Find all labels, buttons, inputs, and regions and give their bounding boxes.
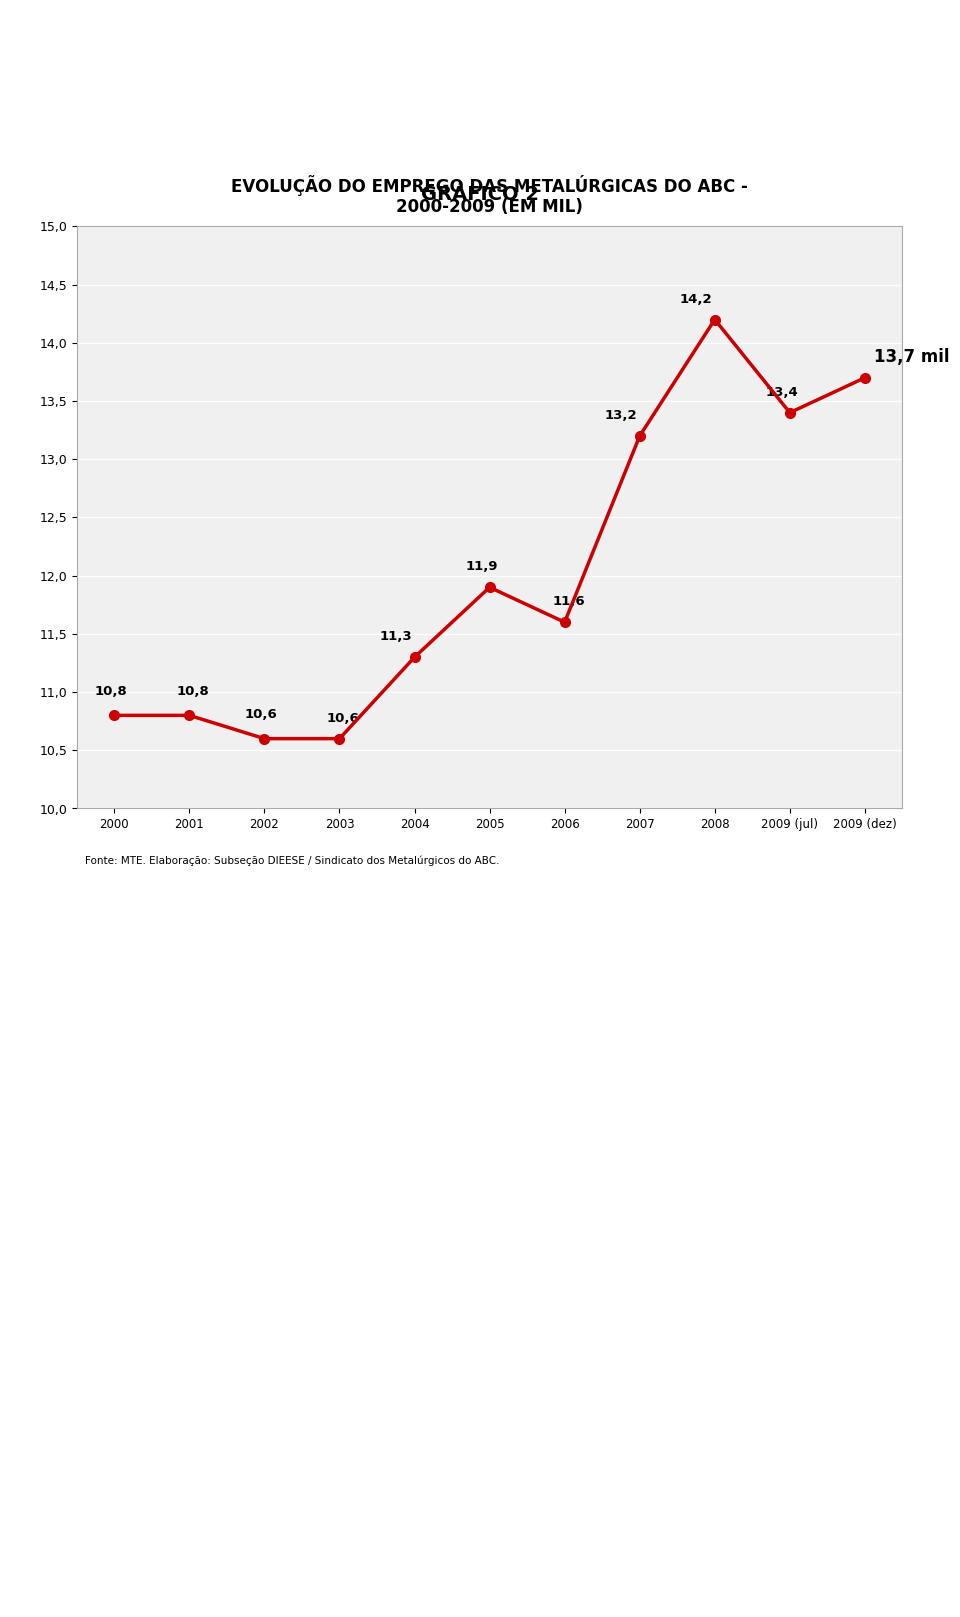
Text: 13,4: 13,4 [766,386,799,399]
Text: Fonte: MTE. Elaboração: Subseção DIEESE / Sindicato dos Metalúrgicos do ABC.: Fonte: MTE. Elaboração: Subseção DIEESE … [85,855,499,865]
Title: EVOLUÇÃO DO EMPREGO DAS METALÚRGICAS DO ABC -
2000-2009 (EM MIL): EVOLUÇÃO DO EMPREGO DAS METALÚRGICAS DO … [231,175,748,217]
Text: GRÁFICO 2: GRÁFICO 2 [421,184,539,204]
Text: 14,2: 14,2 [680,293,712,306]
Text: 10,8: 10,8 [94,686,127,699]
Text: 10,6: 10,6 [244,708,277,721]
Text: 10,8: 10,8 [177,686,209,699]
Text: 11,6: 11,6 [552,595,585,608]
Text: 11,3: 11,3 [379,631,412,644]
Text: 13,7 mil: 13,7 mil [874,348,949,365]
Text: 11,9: 11,9 [466,561,498,574]
Text: 10,6: 10,6 [326,711,360,724]
Text: 13,2: 13,2 [605,409,637,422]
